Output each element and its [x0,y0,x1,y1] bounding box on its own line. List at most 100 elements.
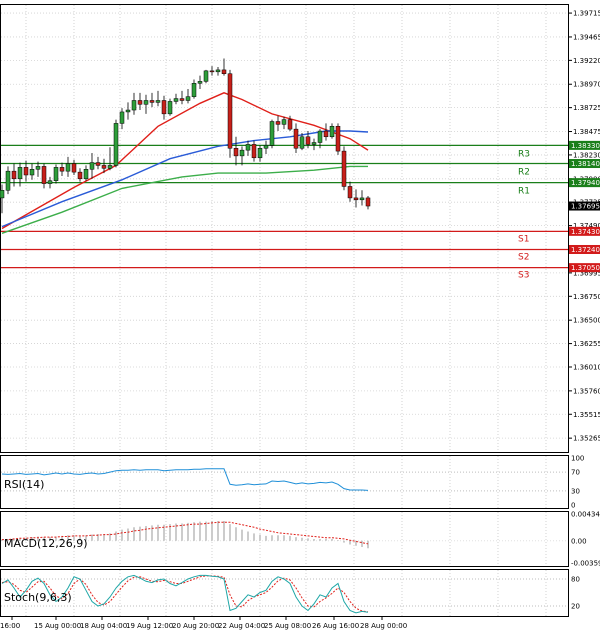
level-price-box-r3 [569,140,600,150]
candle [269,119,275,149]
candle-body [269,121,275,146]
price-tick-label: 1.39220 [573,57,600,65]
candle [299,132,305,151]
price-tick-label: 1.36255 [573,340,600,348]
candle-body [209,70,215,73]
candle [233,136,239,166]
candle [23,160,29,182]
level-price-label-s3: 1.37050 [571,264,600,272]
rsi-panel [0,455,569,509]
candle-body [215,69,221,73]
candle [17,162,23,187]
candle-body [311,142,317,145]
candle-body [89,162,95,170]
candle [11,163,17,187]
level-price-label-r1: 1.37940 [571,179,600,187]
candle-body [59,167,65,172]
candle-body [137,100,143,105]
level-label-s3: S3 [518,271,529,281]
moving-average-line-3 [1,165,368,234]
candle-body [47,180,53,184]
candle [35,161,41,177]
time-label: 18 Aug 04:00 [80,622,127,630]
candle-body [305,136,311,145]
rsi-tick-label: 30 [571,487,580,495]
candle [329,123,335,139]
level-price-label-s2: 1.37240 [571,246,600,254]
candle [71,159,77,175]
price-tick-label: 1.37490 [573,222,600,230]
candle-body [5,170,11,191]
candle [227,69,233,158]
candle [161,95,167,120]
candle-body [41,166,47,184]
level-label-s1: S1 [518,234,529,244]
candle-body [341,150,347,187]
candle [287,115,293,132]
candle-body [83,169,89,180]
candle [359,190,365,206]
candle-body [263,145,269,149]
candle-body [257,147,263,159]
candle-body [167,101,173,115]
stoch-tick-label: 20 [571,603,580,611]
candle-body [221,69,227,74]
candle [245,140,251,156]
candle-body [23,167,29,176]
candle-body [35,166,41,170]
candle [173,93,179,105]
rsi-tick-label: 100 [571,455,584,463]
rsi-tick-label: 70 [571,469,580,477]
candle-body [77,171,83,180]
candle [59,162,65,176]
stoch-tick-label: 80 [571,576,580,584]
candle [317,129,323,149]
rsi-label: RSI(14) [4,478,44,491]
price-tick-label: 1.38970 [573,81,600,89]
candle-body [143,100,149,105]
level-label-r1: R1 [518,187,530,197]
candle [167,98,173,116]
candle [365,196,371,210]
candle [119,108,125,130]
candle-body [53,167,59,181]
candle-body [29,169,35,176]
candle-body [101,165,107,169]
time-label: 16:00 [0,622,20,630]
level-price-box-s3 [569,263,600,273]
candle-body [275,121,281,125]
candle-body [0,190,5,199]
current-price-box [569,201,600,211]
candle-body [335,126,341,152]
price-tick-label: 1.39715 [573,10,600,18]
candle-body [131,100,137,111]
candle [185,89,191,104]
macd-tick-label: -0.003597 [571,560,600,568]
candle [143,94,149,114]
price-tick-label: 1.35760 [573,387,600,395]
candle-body [353,197,359,201]
candle-body [65,163,71,172]
candle-body [113,123,119,166]
macd-label: MACD(12,26,9) [4,537,88,550]
level-price-box-s1 [569,226,600,236]
candle-body [317,130,323,143]
candle [239,146,245,166]
candle [0,184,5,214]
candle-body [155,100,161,103]
time-label: 25 Aug 08:00 [264,622,311,630]
price-tick-label: 1.38725 [573,104,600,112]
candle-body [179,98,185,101]
candle [263,140,269,154]
candle [137,92,143,111]
candle [77,168,83,182]
level-label-r3: R3 [518,149,530,159]
candle [221,58,227,76]
level-label-s2: S2 [518,252,529,262]
candle [341,146,347,191]
price-tick-label: 1.36995 [573,269,600,277]
candle [275,115,281,132]
candle-body [323,130,329,138]
candle [53,164,59,184]
candle [197,75,203,90]
